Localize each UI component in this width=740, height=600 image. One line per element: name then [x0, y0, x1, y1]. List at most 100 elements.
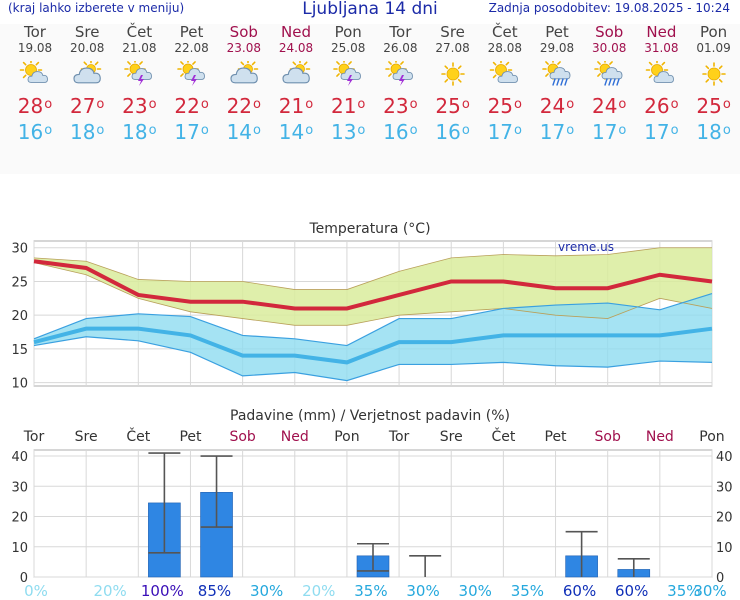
day-date: 01.09 [696, 41, 731, 55]
precipitation-day-label: Sre [75, 429, 98, 445]
day-date: 25.08 [331, 41, 366, 55]
degree-sign: o [670, 123, 679, 138]
max-temperature: 21o [270, 93, 322, 119]
min-temperature-value: 14 [278, 120, 305, 144]
sun-icon [440, 62, 465, 86]
degree-sign: o [200, 123, 209, 138]
temperature-tick-label: 15 [11, 343, 28, 358]
max-temperature-value: 21 [330, 94, 357, 118]
forecast-day: Čet 28.08 25o 17o [479, 24, 531, 145]
day-date: 28.08 [487, 41, 522, 55]
min-temperature-value: 18 [696, 120, 722, 144]
sun-rain-icon [542, 61, 571, 86]
max-temperature-value: 25 [435, 94, 461, 118]
min-temperature: 17o [635, 119, 687, 145]
precipitation-probability: 30% [693, 582, 726, 600]
min-temperature: 13o [322, 119, 374, 145]
degree-sign: o [253, 123, 261, 138]
min-range-lower-line [33, 336, 713, 382]
precipitation-probability: 85% [198, 582, 231, 600]
min-temperature-range [34, 293, 712, 381]
degree-sign: o [96, 123, 105, 138]
precipitation-day-label: Pon [334, 429, 359, 445]
min-temperature: 18o [688, 119, 740, 145]
degree-sign: o [514, 123, 522, 138]
precipitation-probability: 35% [667, 582, 700, 600]
max-temperature-series [33, 259, 713, 311]
forecast-day: Pon 25.08 21o 13o [322, 24, 374, 145]
max-temperature-value: 22 [226, 94, 253, 118]
min-temperature: 18o [61, 119, 113, 145]
degree-sign: o [148, 123, 157, 138]
location-menu-hint[interactable]: (kraj lahko izberete v meniju) [8, 1, 185, 15]
day-date: 31.08 [644, 41, 679, 55]
degree-sign: o [200, 97, 209, 112]
min-temperature-value: 16 [383, 120, 409, 144]
day-date: 27.08 [435, 41, 470, 55]
min-temperature: 14o [270, 119, 322, 145]
precipitation-probability: 20% [302, 582, 335, 600]
day-name: Pet [545, 23, 569, 41]
max-temperature: 22o [166, 93, 218, 119]
watermark: vreme.us [558, 240, 614, 254]
precipitation-day-label: Sob [595, 429, 621, 445]
precipitation-probability: 35% [511, 582, 544, 600]
max-temperature: 25o [427, 93, 479, 119]
max-temperature: 27o [61, 93, 113, 119]
day-name: Pet [179, 23, 204, 41]
precipitation-day-label: Sre [440, 429, 463, 445]
sun-rain-icon [594, 61, 623, 86]
forecast-day: Ned 31.08 26o 17o [635, 24, 687, 145]
day-date: 23.08 [226, 41, 261, 55]
forecast-day: Pet 22.08 22o 17o [166, 24, 218, 145]
precipitation-tick-label-left: 40 [11, 450, 28, 465]
precipitation-day-label: Ned [646, 429, 674, 445]
day-name: Pon [334, 23, 362, 41]
degree-sign: o [357, 123, 366, 138]
day-date: 30.08 [592, 41, 627, 55]
min-temperature-value: 16 [17, 120, 44, 144]
precipitation-day-label: Čet [126, 427, 150, 445]
precipitation-day-label: Pet [545, 429, 568, 445]
degree-sign: o [253, 97, 261, 112]
day-date: 24.08 [278, 41, 314, 55]
max-temperature-value: 24 [539, 94, 566, 118]
day-name: Ned [281, 23, 311, 41]
precipitation-chart: Padavine (mm) / Verjetnost padavin (%)0 0… [11, 408, 733, 600]
precipitation-probability: 30% [250, 582, 283, 600]
day-date: 29.08 [539, 41, 575, 55]
min-temperature-series [33, 326, 713, 365]
max-temperature: 23o [113, 93, 165, 119]
degree-sign: o [44, 123, 53, 138]
degree-sign: o [514, 97, 522, 112]
day-name: Sre [440, 23, 465, 41]
precipitation-tick-label-left: 20 [11, 511, 28, 526]
min-temperature: 17o [531, 119, 583, 145]
degree-sign: o [357, 97, 366, 112]
precipitation-day-label: Pon [699, 429, 724, 445]
min-temperature: 17o [166, 119, 218, 145]
precipitation-tick-label-right: 30 [716, 480, 733, 495]
precipitation-probability: 100% [141, 582, 184, 600]
precipitation-day-label: Ned [281, 429, 309, 445]
max-temperature-value: 26 [644, 94, 670, 118]
forecast-day: Ned 24.08 21o 14o [270, 24, 322, 145]
max-temperature-value: 25 [487, 94, 514, 118]
max-temperature: 24o [583, 93, 635, 119]
max-temperature: 22o [218, 93, 270, 119]
day-name: Čet [492, 23, 518, 41]
sun-cloud-icon [489, 61, 518, 83]
day-date: 21.08 [122, 41, 157, 55]
degree-sign: o [618, 123, 627, 138]
max-temperature: 21o [322, 93, 374, 119]
precipitation-day-label: Tor [23, 429, 45, 445]
precipitation-probability: 35% [354, 582, 387, 600]
min-temperature: 17o [479, 119, 531, 145]
min-temperature-value: 14 [226, 120, 253, 144]
temperature-chart-title: Temperatura (°C) [308, 221, 430, 237]
precipitation-probability: 0% [24, 582, 48, 600]
sun-storm-icon [333, 61, 362, 86]
min-temperature-value: 13 [330, 120, 357, 144]
max-temperature: 24o [531, 93, 583, 119]
degree-sign: o [96, 97, 105, 112]
